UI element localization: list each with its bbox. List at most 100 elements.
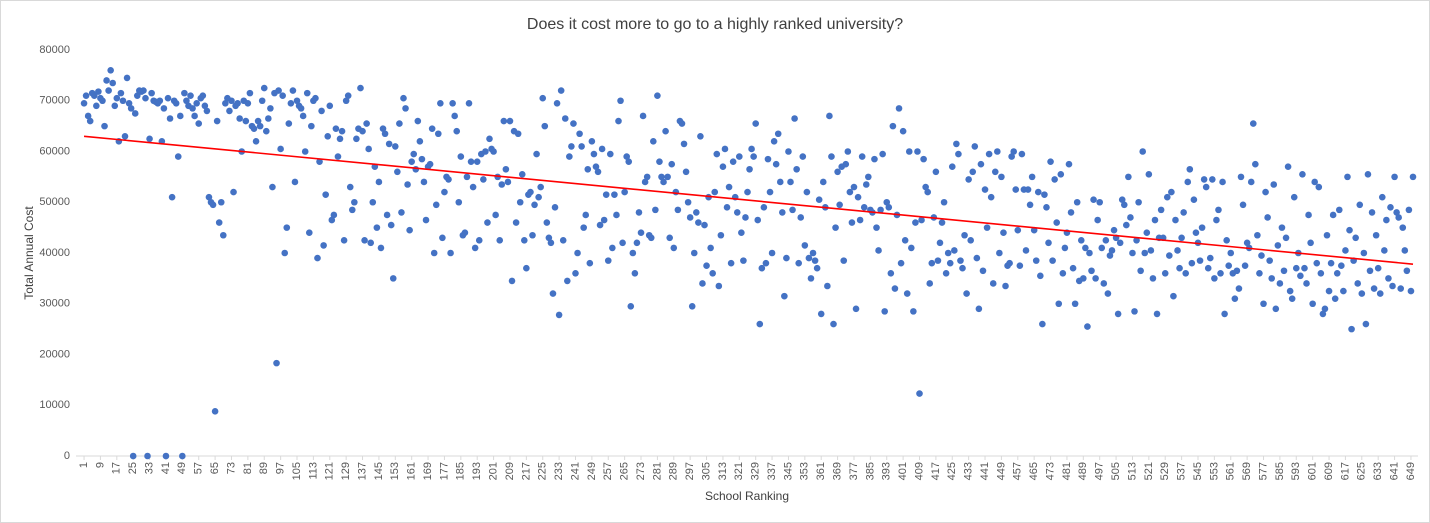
- point: [316, 158, 323, 165]
- point: [848, 219, 856, 226]
- point: [246, 89, 254, 97]
- point: [1114, 310, 1122, 318]
- point: [179, 452, 186, 460]
- point: [541, 122, 549, 130]
- x-tick-label: 185: [455, 462, 467, 480]
- point: [662, 127, 669, 135]
- point: [133, 92, 141, 99]
- point: [215, 219, 223, 226]
- point: [361, 237, 368, 244]
- point: [475, 237, 483, 244]
- point: [668, 160, 676, 168]
- point: [991, 168, 999, 176]
- point: [279, 92, 286, 99]
- y-tick-label: 0: [64, 450, 70, 462]
- point: [176, 112, 184, 120]
- point: [623, 153, 630, 160]
- point: [639, 112, 647, 120]
- point: [418, 155, 426, 163]
- point: [858, 153, 866, 160]
- point: [107, 67, 114, 74]
- x-tick-label: 273: [635, 462, 647, 480]
- point: [1399, 224, 1407, 231]
- point: [408, 158, 415, 165]
- point: [1221, 310, 1228, 318]
- point: [647, 234, 655, 242]
- point: [1225, 262, 1233, 269]
- point: [871, 155, 878, 163]
- point: [564, 277, 571, 285]
- point: [1260, 300, 1267, 308]
- point: [973, 254, 981, 262]
- point: [584, 165, 592, 173]
- point: [1061, 244, 1069, 252]
- point: [963, 290, 970, 297]
- point: [555, 311, 563, 319]
- point: [1247, 178, 1255, 186]
- x-tick-label: 241: [569, 462, 581, 480]
- point: [1407, 287, 1415, 295]
- point: [652, 206, 659, 214]
- point: [1069, 264, 1077, 272]
- x-tick-label: 1: [78, 462, 90, 468]
- point: [1268, 275, 1276, 282]
- point: [561, 115, 569, 122]
- point: [582, 211, 590, 219]
- point: [346, 183, 354, 191]
- point: [1211, 275, 1218, 282]
- point: [1073, 198, 1081, 206]
- point: [172, 99, 180, 107]
- point: [1047, 158, 1054, 165]
- point: [1374, 264, 1382, 272]
- point: [670, 244, 678, 252]
- x-tick-label: 537: [1176, 462, 1188, 480]
- point: [465, 99, 473, 107]
- point: [916, 390, 923, 397]
- x-tick-label: 161: [406, 462, 418, 480]
- point: [682, 168, 690, 176]
- x-tick-label: 641: [1388, 462, 1400, 480]
- point: [1401, 247, 1409, 254]
- point: [1264, 214, 1271, 221]
- point: [422, 216, 430, 224]
- point: [1403, 267, 1411, 275]
- point: [416, 138, 424, 145]
- point: [1409, 173, 1417, 181]
- point: [1049, 257, 1056, 264]
- point: [801, 242, 809, 249]
- point: [531, 201, 538, 209]
- point: [1323, 231, 1331, 239]
- point: [989, 280, 997, 287]
- point: [834, 168, 841, 176]
- x-tick-label: 81: [242, 462, 254, 474]
- point: [439, 234, 446, 242]
- point: [1024, 186, 1032, 193]
- point: [549, 290, 557, 297]
- point: [715, 282, 723, 290]
- point: [910, 308, 917, 315]
- point: [586, 259, 594, 267]
- x-tick-label: 521: [1143, 462, 1155, 480]
- point: [1241, 262, 1249, 269]
- point: [1272, 305, 1280, 313]
- point: [1008, 153, 1015, 160]
- point: [793, 165, 800, 173]
- point: [1184, 178, 1192, 186]
- x-tick-label: 33: [143, 462, 155, 474]
- point: [600, 216, 608, 224]
- x-tick-label: 369: [832, 462, 844, 480]
- point: [770, 138, 778, 145]
- point: [1084, 323, 1091, 330]
- point: [824, 282, 831, 290]
- point: [471, 244, 479, 252]
- point: [183, 97, 190, 105]
- point: [1065, 160, 1073, 168]
- point: [791, 115, 798, 122]
- point: [1016, 262, 1024, 269]
- point: [340, 237, 348, 244]
- point: [1161, 270, 1169, 277]
- point: [502, 165, 510, 173]
- point: [451, 112, 458, 120]
- point: [314, 254, 321, 262]
- point: [209, 201, 217, 209]
